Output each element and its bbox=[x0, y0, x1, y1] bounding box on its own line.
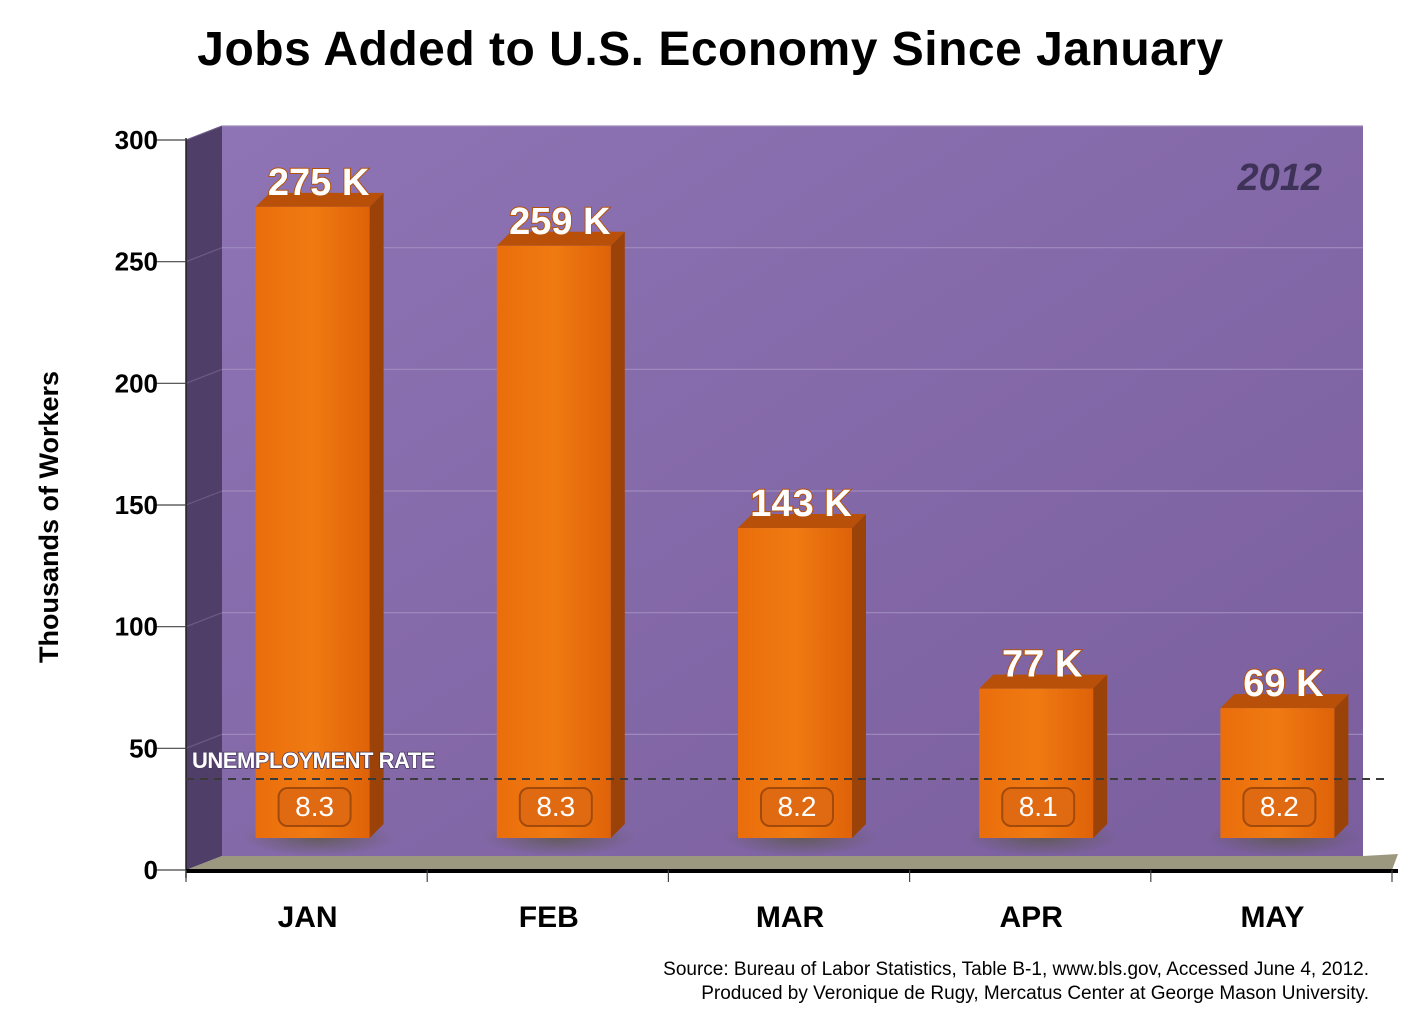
unemployment-box bbox=[1242, 787, 1317, 827]
x-tick-label: APR bbox=[1000, 901, 1064, 934]
bar-value-label: 69 K bbox=[1243, 663, 1324, 705]
y-tick-label: 250 bbox=[115, 247, 158, 277]
y-tick-label: 150 bbox=[115, 490, 158, 520]
gridline-side bbox=[185, 490, 223, 506]
gridline-side bbox=[185, 612, 223, 628]
gridline-side bbox=[185, 125, 223, 141]
x-tick-label: JAN bbox=[278, 901, 338, 934]
unemployment-value: 8.2 bbox=[1260, 791, 1299, 822]
unemployment-box bbox=[518, 787, 593, 827]
unemployment-value: 8.3 bbox=[295, 791, 334, 822]
unemployment-value: 8.2 bbox=[778, 791, 817, 822]
bar-top bbox=[738, 514, 866, 529]
bar-value-label: 275 K bbox=[268, 162, 370, 204]
unemployment-box bbox=[1001, 787, 1076, 827]
year-annotation: 2012 bbox=[1236, 157, 1322, 199]
bar-side bbox=[610, 231, 625, 838]
bar-side bbox=[1093, 674, 1108, 838]
bar bbox=[255, 206, 370, 839]
floor bbox=[186, 854, 1398, 870]
bar bbox=[496, 245, 611, 838]
bar-top bbox=[979, 674, 1108, 689]
y-tick-label: 50 bbox=[129, 733, 158, 763]
x-tick-label: MAR bbox=[756, 901, 825, 934]
bar-side bbox=[1334, 694, 1349, 838]
bar-top bbox=[255, 192, 384, 207]
bar bbox=[738, 528, 852, 838]
gridline-side bbox=[185, 733, 223, 749]
gridline-side bbox=[185, 247, 223, 263]
bar-value-label: 259 K bbox=[509, 201, 611, 243]
y-axis-title: Thousands of Workers bbox=[34, 371, 64, 663]
y-tick-label: 300 bbox=[115, 125, 158, 155]
y-tick-label: 100 bbox=[115, 612, 158, 642]
credit-line: Produced by Veronique de Rugy, Mercatus … bbox=[701, 983, 1369, 1004]
chart-title: Jobs Added to U.S. Economy Since January bbox=[197, 23, 1224, 76]
bar-top bbox=[1220, 694, 1349, 709]
unemployment-value: 8.3 bbox=[536, 791, 575, 822]
bar-side bbox=[852, 514, 866, 838]
bar-top bbox=[496, 231, 625, 246]
bar-value-label: 77 K bbox=[1002, 644, 1083, 686]
bar-value-label: 143 K bbox=[750, 483, 852, 525]
unemployment-box bbox=[277, 787, 352, 827]
x-tick-label: MAY bbox=[1240, 901, 1304, 934]
y-tick-label: 200 bbox=[115, 368, 158, 398]
y-tick-label: 0 bbox=[144, 855, 158, 885]
x-tick-label: FEB bbox=[519, 901, 579, 934]
bar-side bbox=[369, 192, 384, 839]
unemployment-value: 8.1 bbox=[1019, 791, 1058, 822]
gridline-side bbox=[185, 368, 223, 384]
unemployment-box bbox=[760, 787, 834, 827]
unemployment-label: UNEMPLOYMENT RATE bbox=[192, 748, 435, 773]
source-line: Source: Bureau of Labor Statistics, Tabl… bbox=[663, 959, 1369, 980]
source-note: Source: Bureau of Labor Statistics, Tabl… bbox=[663, 958, 1369, 1006]
